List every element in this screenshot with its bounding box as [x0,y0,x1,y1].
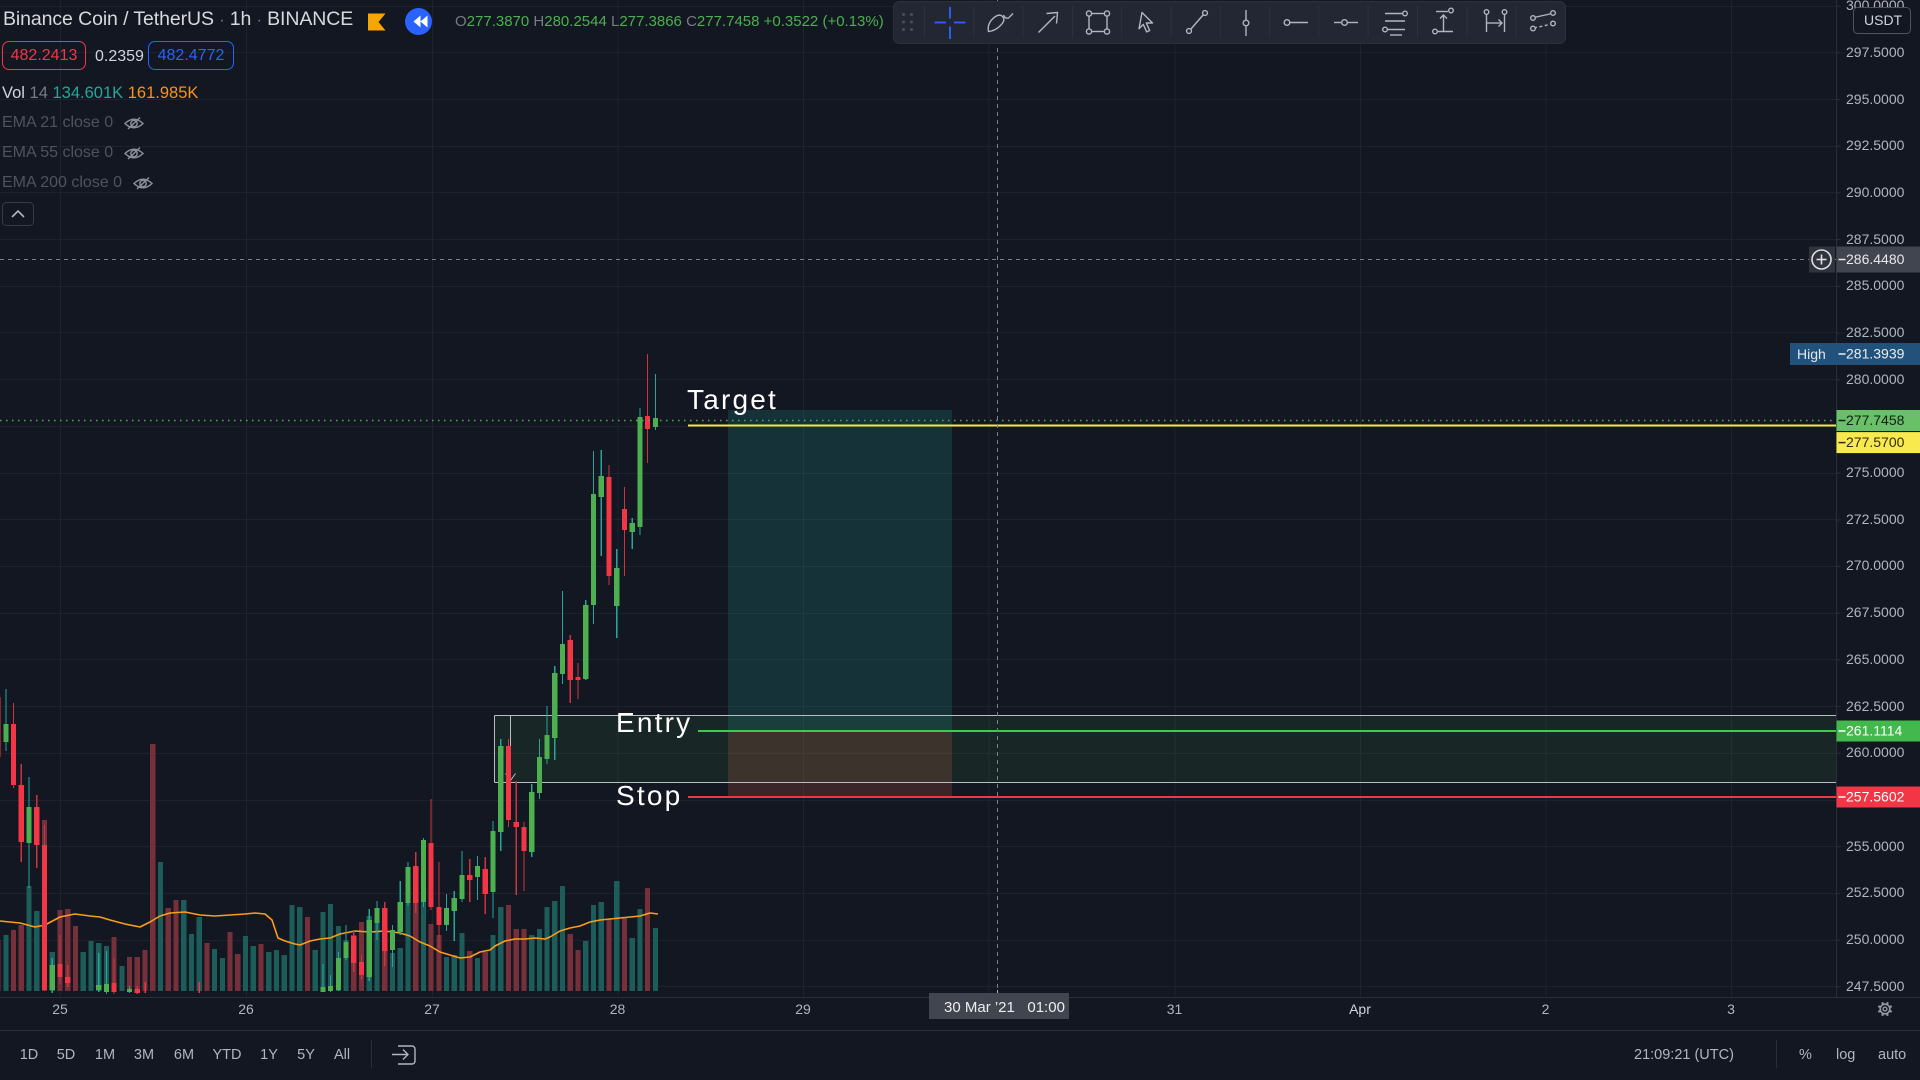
svg-text:255.0000: 255.0000 [1846,838,1905,854]
svg-text:21:09:21 (UTC): 21:09:21 (UTC) [1634,1047,1734,1063]
svg-text:1Y: 1Y [260,1047,278,1063]
svg-text:1M: 1M [95,1047,115,1063]
svg-text:6M: 6M [174,1047,194,1063]
svg-text:30 Mar ’21 01:00: 30 Mar ’21 01:00 [944,999,1065,1016]
svg-text:27: 27 [424,1001,440,1017]
svg-text:auto: auto [1878,1047,1906,1063]
svg-text:287.5000: 287.5000 [1846,231,1905,247]
svg-text:286.4480: 286.4480 [1846,251,1905,267]
svg-text:295.0000: 295.0000 [1846,91,1905,107]
svg-text:26: 26 [238,1001,254,1017]
svg-text:250.0000: 250.0000 [1846,931,1905,947]
svg-text:281.3939: 281.3939 [1846,346,1905,362]
svg-text:%: % [1799,1047,1812,1063]
svg-text:267.5000: 267.5000 [1846,604,1905,620]
svg-text:272.5000: 272.5000 [1846,511,1905,527]
svg-text:252.5000: 252.5000 [1846,884,1905,900]
svg-text:YTD: YTD [213,1047,242,1063]
svg-text:270.0000: 270.0000 [1846,557,1905,573]
svg-text:297.5000: 297.5000 [1846,44,1905,60]
svg-text:247.5000: 247.5000 [1846,978,1905,994]
svg-text:280.0000: 280.0000 [1846,371,1905,387]
svg-text:Target: Target [687,384,778,415]
svg-text:USDT: USDT [1864,12,1903,28]
svg-text:2: 2 [1542,1001,1550,1017]
svg-text:29: 29 [795,1001,811,1017]
svg-text:3M: 3M [134,1047,154,1063]
svg-text:25: 25 [52,1001,68,1017]
svg-text:5D: 5D [57,1047,76,1063]
svg-text:257.5602: 257.5602 [1846,789,1905,805]
svg-text:Entry: Entry [616,707,692,738]
svg-text:log: log [1836,1047,1855,1063]
svg-text:1D: 1D [20,1047,39,1063]
svg-text:5Y: 5Y [297,1047,315,1063]
svg-text:265.0000: 265.0000 [1846,651,1905,667]
svg-text:262.5000: 262.5000 [1846,698,1905,714]
svg-text:31: 31 [1167,1001,1183,1017]
svg-text:277.7458: 277.7458 [1846,412,1905,428]
svg-text:282.5000: 282.5000 [1846,324,1905,340]
svg-text:High: High [1797,346,1826,362]
svg-text:275.0000: 275.0000 [1846,464,1905,480]
svg-text:261.1114: 261.1114 [1846,723,1903,739]
svg-text:3: 3 [1727,1001,1735,1017]
svg-text:277.5700: 277.5700 [1846,434,1905,450]
svg-text:Stop: Stop [616,780,682,811]
svg-text:292.5000: 292.5000 [1846,137,1905,153]
svg-text:285.0000: 285.0000 [1846,277,1905,293]
svg-text:Apr: Apr [1349,1001,1371,1017]
svg-text:28: 28 [610,1001,626,1017]
svg-text:All: All [334,1047,350,1063]
svg-text:260.0000: 260.0000 [1846,744,1905,760]
svg-text:290.0000: 290.0000 [1846,184,1905,200]
